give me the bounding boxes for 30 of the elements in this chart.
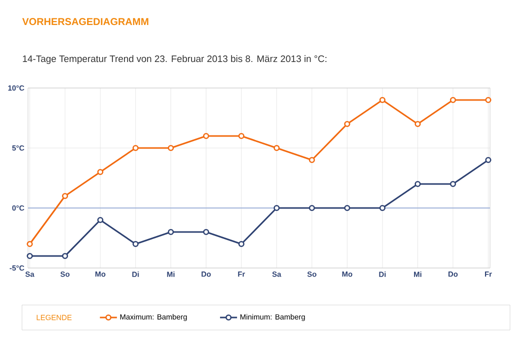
point xyxy=(203,132,210,140)
chart-subtitle: 14-Tage Temperatur Trend von 23. Februar 2013 bis 8. März 2013 in °C: xyxy=(22,55,326,64)
point xyxy=(238,240,244,248)
point xyxy=(132,240,139,248)
point xyxy=(344,120,350,128)
point xyxy=(485,96,492,104)
point xyxy=(26,240,33,248)
point xyxy=(26,252,33,260)
point xyxy=(308,156,315,164)
point xyxy=(379,96,386,104)
point xyxy=(485,156,492,164)
point xyxy=(414,120,421,128)
point xyxy=(62,252,68,260)
point xyxy=(132,144,139,152)
point xyxy=(414,180,421,188)
point xyxy=(97,168,104,176)
point xyxy=(308,204,315,212)
point xyxy=(450,96,456,104)
point xyxy=(97,216,104,224)
chart-title: VORHERSAGEDIAGRAMM xyxy=(22,18,148,26)
point xyxy=(344,204,350,212)
point xyxy=(274,204,280,212)
point xyxy=(274,144,280,152)
point xyxy=(168,144,174,152)
point xyxy=(62,192,68,200)
point xyxy=(379,204,386,212)
point xyxy=(168,228,174,236)
point xyxy=(238,132,244,140)
point xyxy=(450,180,456,188)
point xyxy=(203,228,210,236)
